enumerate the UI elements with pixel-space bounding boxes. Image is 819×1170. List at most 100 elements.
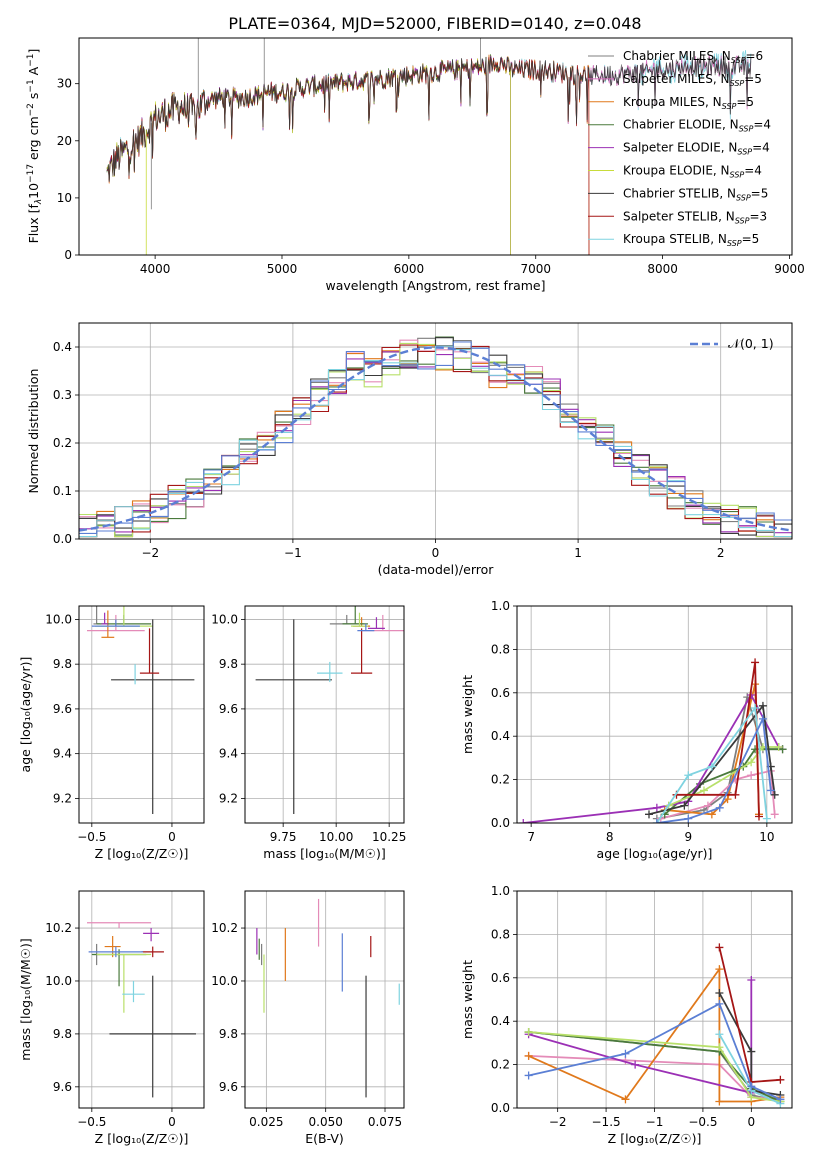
weight-marker — [631, 1060, 640, 1069]
legend-entry: Kroupa ELODIE, NSSP=4 — [623, 164, 762, 180]
x-tick-label: 7 — [527, 830, 535, 844]
histogram-series — [79, 341, 792, 534]
x-tick-label: 5000 — [267, 262, 298, 276]
x-tick-label: 0 — [168, 830, 176, 844]
weight-marker — [707, 810, 716, 819]
weight-marker — [731, 790, 740, 799]
y-tick-label: 0.2 — [53, 436, 72, 450]
axes-frame — [78, 37, 793, 256]
y-tick-label: 10.2 — [211, 921, 238, 935]
weight-marker — [715, 803, 724, 812]
weight-marker — [770, 810, 779, 819]
weight-series — [652, 714, 775, 823]
y-tick-label: 0.3 — [53, 388, 72, 402]
y-tick-label: 9.8 — [219, 1027, 238, 1041]
x-axis-label: Z [log₁₀(Z/Z☉)] — [95, 846, 189, 861]
y-axis-label: Normed distribution — [26, 369, 41, 494]
weight-marker — [645, 810, 653, 819]
x-axis-label: E(B-V) — [305, 1131, 344, 1146]
x-axis-label: (data-model)/error — [378, 562, 495, 577]
weight-marker — [776, 1075, 785, 1084]
panel-age_vs_mass: 9.75 10.00 10.25 9.2 9.4 9.6 9.8 10.0 mass [log₁… — [211, 605, 406, 861]
panel-mass_vs_ebv: 0.025 0.050 0.075 9.6 9.8 10.0 10.2 E(B-V) — [211, 890, 405, 1146]
weight-marker — [684, 814, 693, 823]
x-tick-label: 0 — [748, 1115, 756, 1129]
y-axis-label: mass weight — [460, 960, 475, 1039]
y-axis-label: mass [log₁₀(M/M☉)] — [18, 938, 33, 1060]
weight-marker — [524, 1071, 533, 1080]
error-bar-point — [255, 619, 332, 815]
weight-marker — [770, 790, 779, 799]
error-bar-point — [87, 922, 152, 929]
legend-entry: Kroupa STELIB, NSSP=5 — [623, 232, 759, 248]
y-tick-label: 0.2 — [491, 1058, 510, 1072]
x-tick-label: −2 — [141, 546, 159, 560]
legend-entry: 𝒩(0, 1) — [728, 336, 774, 351]
weight-marker — [700, 786, 708, 795]
weight-marker — [684, 771, 693, 780]
x-tick-label: 8 — [606, 830, 614, 844]
y-tick-label: 0.6 — [491, 971, 510, 985]
legend-entry: Chabrier ELODIE, NSSP=4 — [623, 118, 771, 134]
weight-marker — [715, 1030, 724, 1039]
y-tick-label: 9.6 — [219, 702, 238, 716]
axes-frame — [244, 605, 405, 824]
panel-residuals: −2 −1 0 1 2 0.0 0.1 0.2 0.3 0.4 (data-model)/error… — [26, 322, 793, 577]
y-tick-label: 0 — [64, 248, 72, 262]
x-tick-label: 0.075 — [368, 1115, 402, 1129]
y-tick-label: 9.8 — [53, 1027, 72, 1041]
x-tick-label: −0.5 — [688, 1115, 717, 1129]
axes-frame — [78, 605, 205, 824]
gaussian-curve — [79, 346, 792, 532]
y-tick-label: 1.0 — [491, 599, 510, 613]
weight-marker — [621, 1095, 630, 1104]
x-tick-label: 0.050 — [309, 1115, 343, 1129]
y-tick-label: 0.2 — [491, 773, 510, 787]
error-bar-point — [96, 953, 152, 1013]
x-tick-label: −1 — [646, 1115, 664, 1129]
plot-area — [106, 38, 752, 255]
x-tick-label: 9000 — [774, 262, 805, 276]
y-tick-label: 9.2 — [219, 791, 238, 805]
y-tick-label: 0.4 — [491, 729, 510, 743]
weight-marker — [776, 1095, 785, 1104]
y-tick-label: 0.6 — [491, 686, 510, 700]
weight-marker — [621, 1049, 630, 1058]
weight-marker — [747, 975, 756, 984]
panel-mass_vs_Z: −0.5 0 9.6 9.8 10.0 10.2 Z [log₁₀(Z/Z☉)] mass [… — [18, 890, 205, 1146]
weight-marker — [751, 703, 760, 712]
x-tick-label: 10 — [759, 830, 774, 844]
y-axis-label: mass weight — [460, 675, 475, 754]
panel-weight_vs_Z: −2 −1.5 −1 −0.5 0 0.0 0.2 0.4 0.6 0.8 1.0 Z [log₁₀(… — [460, 884, 793, 1146]
y-tick-label: 0.0 — [491, 816, 510, 830]
weight-marker — [652, 819, 661, 823]
error-bar-point — [93, 606, 100, 625]
x-tick-label: −1.5 — [592, 1115, 621, 1129]
legend-entry: Kroupa MILES, NSSP=5 — [623, 95, 754, 111]
y-tick-label: 0.8 — [491, 642, 510, 656]
error-bar-point — [101, 612, 108, 625]
panel-spectrum: 4000 5000 6000 7000 8000 9000 0 10 20 30 wavelengt… — [26, 37, 805, 293]
error-bar-point — [351, 628, 373, 674]
y-tick-label: 10.0 — [211, 612, 238, 626]
y-tick-label: 10.0 — [211, 974, 238, 988]
x-tick-label: −0.5 — [77, 830, 106, 844]
legend-entry: Salpeter STELIB, NSSP=3 — [623, 209, 767, 225]
x-tick-label: 4000 — [140, 262, 171, 276]
weight-series — [715, 943, 785, 1086]
y-axis-label: age [log₁₀(age/yr)] — [18, 657, 33, 773]
figure-title: PLATE=0364, MJD=52000, FIBERID=0140, z=0… — [228, 14, 641, 33]
weight-marker — [747, 1082, 756, 1091]
panel-age_vs_Z: −0.5 0 9.2 9.4 9.6 9.8 10.0 Z [log₁₀(Z/Z☉)] age … — [18, 605, 205, 861]
x-tick-label: 0 — [168, 1115, 176, 1129]
y-tick-label: 0.0 — [53, 532, 72, 546]
y-tick-label: 9.4 — [219, 747, 238, 761]
weight-marker — [715, 999, 724, 1008]
weight-marker — [707, 762, 716, 771]
weight-marker — [751, 658, 760, 667]
weight-marker — [747, 1047, 756, 1056]
y-tick-label: 9.6 — [53, 702, 72, 716]
weight-marker — [715, 965, 724, 974]
error-bar-point — [141, 946, 164, 958]
y-tick-label: 9.6 — [219, 1080, 238, 1094]
